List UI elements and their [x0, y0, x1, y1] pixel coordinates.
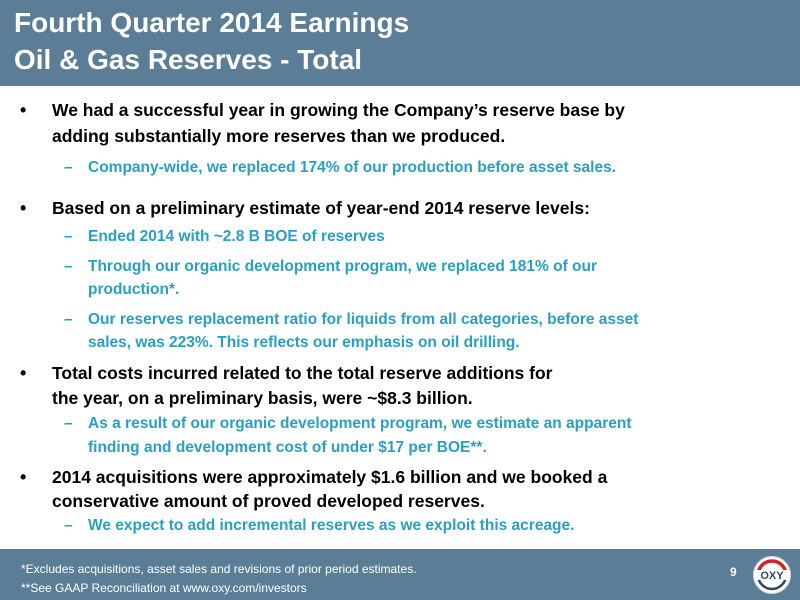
bullet-2-sub-1: Ended 2014 with ~2.8 B BOE of reserves [88, 228, 385, 245]
bullet-marker: • [20, 100, 27, 120]
sub-bullet-marker: – [64, 415, 73, 432]
bullet-2-sub-3-line-1: Our reserves replacement ratio for liqui… [88, 311, 639, 328]
bullet-2-sub-2-line-1: Through our organic development program,… [88, 258, 598, 275]
bullet-3-line-2: the year, on a preliminary basis, were ~… [52, 388, 473, 408]
footnote-1: *Excludes acquisitions, asset sales and … [21, 562, 417, 576]
bullet-marker: • [20, 467, 27, 487]
bullet-marker: • [20, 198, 27, 218]
bullet-3-line-1: Total costs incurred related to the tota… [52, 363, 553, 383]
bullet-4-sub-1: We expect to add incremental reserves as… [88, 517, 575, 534]
sub-bullet-marker: – [64, 258, 73, 275]
bullet-4-line-1: 2014 acquisitions were approximately $1.… [52, 467, 608, 487]
bullet-2-line-1: Based on a preliminary estimate of year-… [52, 198, 590, 218]
slide-header: Fourth Quarter 2014 Earnings Oil & Gas R… [0, 0, 800, 86]
bullet-3-sub-1-line-2: finding and development cost of under $1… [88, 439, 487, 456]
sub-bullet-marker: – [64, 517, 73, 534]
bullet-4-line-2: conservative amount of proved developed … [52, 491, 485, 511]
bullet-2-sub-2-line-2: production*. [88, 281, 180, 298]
bullet-1-line-2: adding substantially more reserves than … [52, 126, 506, 146]
bullet-1-line-1: We had a successful year in growing the … [52, 100, 625, 120]
page-number: 9 [730, 565, 737, 579]
svg-text:OXY: OXY [760, 570, 784, 582]
bullet-2-sub-3-line-2: sales, was 223%. This reflects our empha… [88, 334, 520, 351]
sub-bullet-marker: – [64, 228, 73, 245]
slide-title-line-1: Fourth Quarter 2014 Earnings [14, 7, 410, 38]
slide-footer: *Excludes acquisitions, asset sales and … [0, 549, 800, 600]
bullet-1-sub-1: Company-wide, we replaced 174% of our pr… [88, 159, 617, 176]
bullet-3-sub-1-line-1: As a result of our organic development p… [88, 415, 632, 432]
oxy-logo: OXY [753, 556, 791, 594]
bullet-marker: • [20, 363, 27, 383]
footnote-2: **See GAAP Reconciliation at www.oxy.com… [21, 581, 307, 595]
slide-title-line-2: Oil & Gas Reserves - Total [14, 44, 363, 75]
sub-bullet-marker: – [64, 159, 73, 176]
sub-bullet-marker: – [64, 311, 73, 328]
